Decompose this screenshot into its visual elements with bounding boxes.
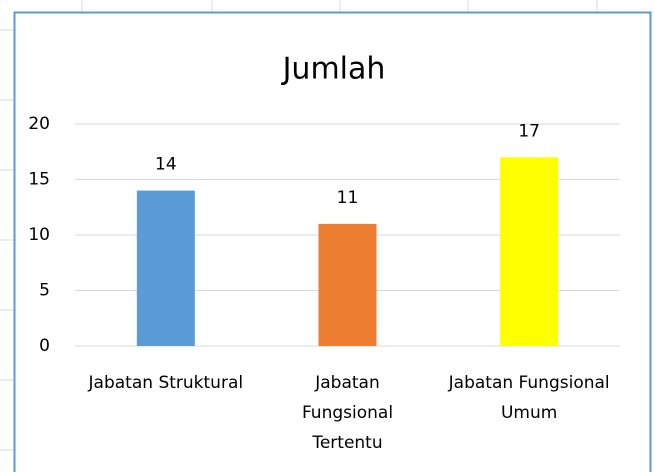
bar bbox=[136, 190, 195, 346]
y-tick-label: 15 bbox=[28, 170, 50, 190]
value-label: 11 bbox=[337, 188, 359, 208]
sheet-grid bbox=[0, 0, 598, 451]
value-label: 14 bbox=[155, 155, 177, 175]
value-label: 17 bbox=[518, 121, 540, 141]
bar bbox=[318, 223, 377, 346]
y-tick-label: 5 bbox=[39, 281, 50, 301]
x-tick-label: Jabatan Fungsional Tertentu bbox=[301, 373, 394, 453]
chart-title: Jumlah bbox=[281, 52, 386, 87]
x-tick-label: Jabatan Struktural bbox=[88, 373, 244, 393]
y-tick-label: 20 bbox=[28, 114, 50, 134]
y-tick-label: 10 bbox=[28, 225, 50, 245]
bar bbox=[500, 157, 559, 346]
y-tick-label: 0 bbox=[39, 336, 50, 356]
x-tick-label: Jabatan Fungsional Umum bbox=[448, 373, 610, 423]
